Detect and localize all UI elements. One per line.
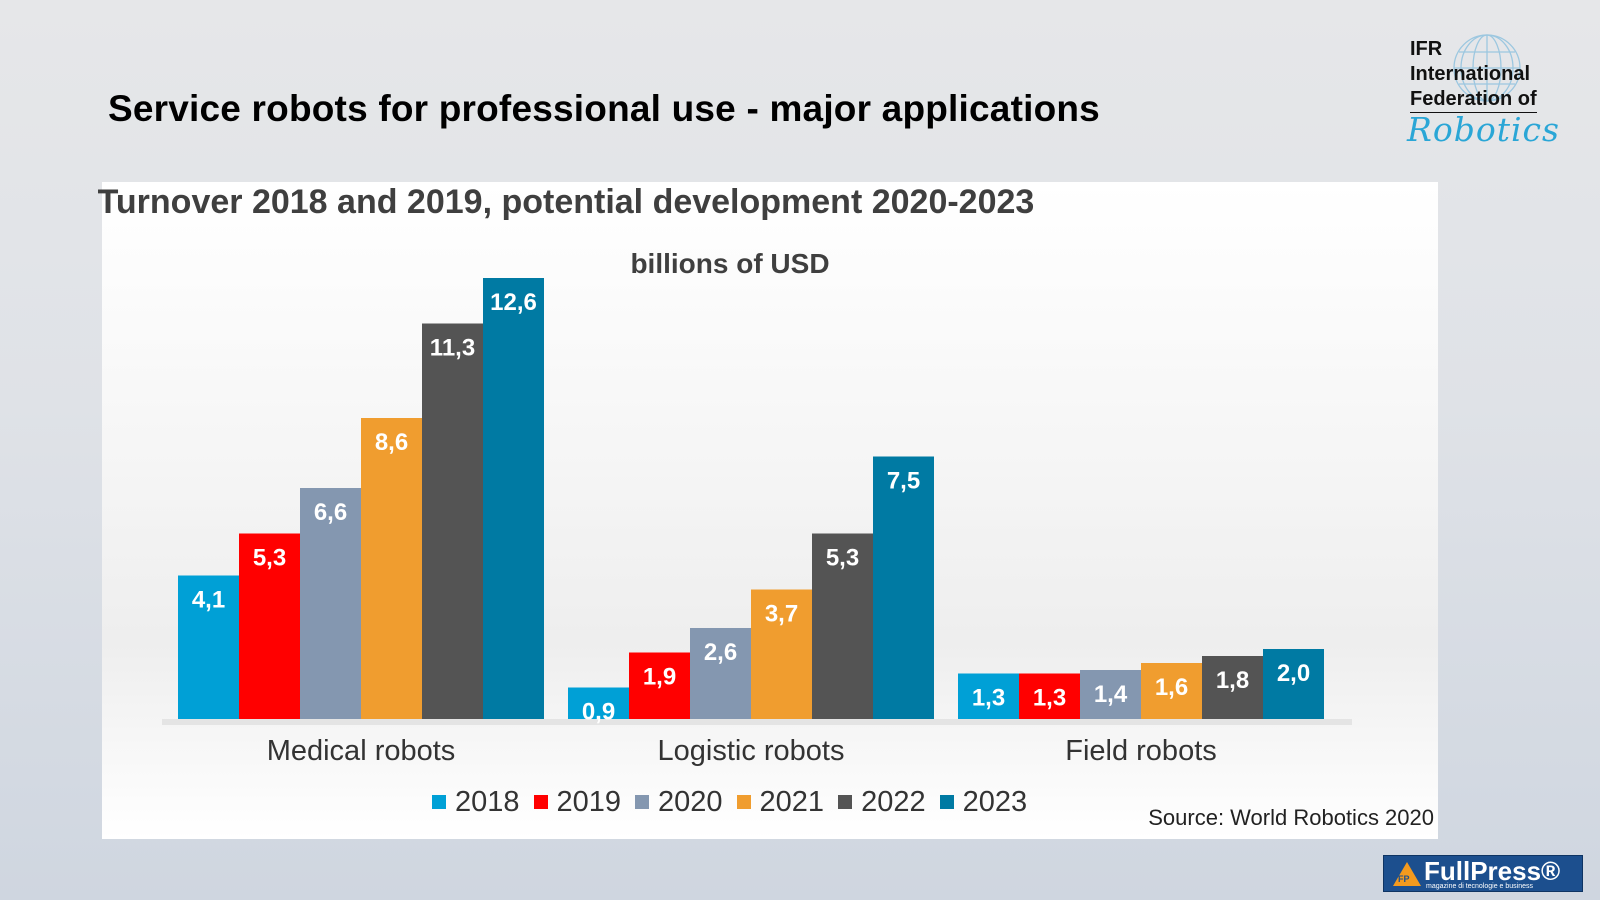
logo-text-international: International — [1410, 63, 1531, 85]
bar-field-robots-2020 — [1080, 670, 1141, 719]
bar-medical-robots-2020 — [300, 488, 361, 719]
bar-medical-robots-2019 — [239, 533, 300, 719]
legend-label: 2023 — [962, 785, 1028, 818]
bar-medical-robots-2023 — [483, 278, 544, 719]
bar-logistic-robots-2018 — [568, 687, 629, 719]
bar-field-robots-2018 — [958, 673, 1019, 719]
chart-panel: 4,1 5,3 6,6 8,6 11,3 12,6 Medical robots 0,9 1,9… — [98, 182, 1438, 839]
bar-logistic-robots-2021 — [751, 589, 812, 719]
logo-text-robotics: Robotics — [1407, 110, 1560, 149]
bar-medical-robots-2022 — [422, 323, 483, 719]
legend-swatch — [939, 795, 954, 809]
data-label: 11,3 — [430, 335, 475, 362]
legend-swatch — [736, 795, 751, 809]
logo-text-federation: Federation of — [1410, 88, 1537, 113]
data-label: 8,6 — [375, 429, 408, 456]
badge-name: FullPress® — [1424, 856, 1561, 886]
bar-field-robots-2021 — [1141, 663, 1202, 719]
bar-logistic-robots-2023 — [873, 456, 934, 719]
bar-logistic-robots-2020 — [690, 628, 751, 719]
chart-floor — [162, 719, 1352, 725]
data-label: 1,8 — [1216, 667, 1249, 694]
data-label: 4,1 — [192, 587, 225, 614]
data-label: 5,3 — [253, 545, 286, 572]
legend-label: 2018 — [455, 785, 520, 818]
bar-field-robots-2023 — [1263, 649, 1324, 719]
data-label: 1,3 — [972, 685, 1005, 712]
ifr-logo: IFR International Federation of Robotics — [1405, 32, 1595, 152]
logo-text-ifr: IFR — [1410, 38, 1443, 60]
category-label: Medical robots — [267, 735, 456, 767]
badge-tagline: magazine di tecnologie e business — [1426, 883, 1534, 890]
data-label: 5,3 — [826, 545, 859, 572]
category-label: Field robots — [1065, 735, 1217, 767]
slide-title: Service robots for professional use - ma… — [108, 88, 1100, 129]
legend-item-2022: 2022 — [838, 786, 926, 819]
data-label: 12,6 — [490, 289, 537, 316]
bar-logistic-robots-2022 — [812, 533, 873, 719]
legend-item-2018: 2018 — [432, 786, 520, 819]
data-label: 3,7 — [765, 601, 798, 628]
data-label: 1,3 — [1033, 685, 1066, 712]
data-label: 1,6 — [1155, 674, 1188, 701]
legend-label: 2022 — [861, 785, 926, 818]
legend-item-2023: 2023 — [939, 785, 1028, 819]
data-label: 1,4 — [1094, 681, 1128, 708]
data-label: 0,9 — [582, 699, 615, 726]
chart-title-text: Turnover 2018 and 2019, potential develo… — [97, 183, 1035, 221]
data-label: 2,6 — [704, 639, 737, 666]
globe-icon — [1453, 34, 1521, 102]
data-label: 2,0 — [1277, 660, 1310, 687]
category-label: Logistic robots — [658, 735, 845, 767]
legend-item-2021: 2021 — [736, 785, 825, 819]
bar-logistic-robots-2019 — [629, 652, 690, 719]
legend-swatch — [635, 795, 650, 809]
source-note: Source: World Robotics 2020 — [1148, 805, 1434, 830]
chart-subtitle: billions of USD — [630, 248, 830, 279]
legend-swatch — [432, 795, 446, 809]
data-label: 1,9 — [643, 664, 676, 691]
legend-swatch — [533, 795, 548, 809]
legend-label: 2020 — [658, 785, 723, 818]
fullpress-triangle-icon — [1393, 862, 1421, 886]
legend-label: 2019 — [556, 785, 622, 818]
legend-item-2019: 2019 — [533, 785, 622, 819]
bar-medical-robots-2021 — [361, 418, 422, 719]
data-label: 7,5 — [887, 468, 920, 495]
bar-field-robots-2022 — [1202, 656, 1263, 719]
fullpress-badge: FP FullPress® magazine di tecnologie e b… — [1383, 855, 1583, 892]
legend-item-2020: 2020 — [635, 786, 723, 819]
chart-title: Turnover 2018 and 2019, potential develo… — [98, 183, 1438, 222]
bar-medical-robots-2018 — [178, 575, 239, 719]
badge-mark-text: FP — [1398, 874, 1410, 884]
data-label: 6,6 — [314, 499, 347, 526]
chart-legend: 2018 2019 2020 2021 2022 2023 — [432, 785, 1027, 819]
legend-label: 2021 — [759, 785, 825, 818]
bar-chart: 4,1 5,3 6,6 8,6 11,3 12,6 Medical robots 0,9 1,9… — [162, 278, 1352, 767]
bar-field-robots-2019 — [1019, 673, 1080, 719]
legend-swatch — [838, 795, 853, 809]
